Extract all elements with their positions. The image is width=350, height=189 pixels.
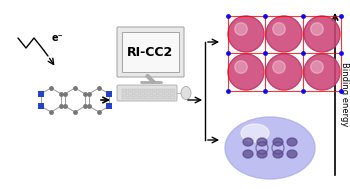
Bar xyxy=(140,96,145,99)
Circle shape xyxy=(304,54,340,90)
Text: RI-CC2: RI-CC2 xyxy=(127,46,174,59)
Bar xyxy=(140,92,145,95)
Circle shape xyxy=(266,16,302,52)
Bar xyxy=(170,88,175,91)
Bar xyxy=(164,88,168,91)
Bar xyxy=(146,96,150,99)
Circle shape xyxy=(228,16,264,52)
Bar xyxy=(128,92,133,95)
Bar xyxy=(122,88,126,91)
Circle shape xyxy=(311,61,323,73)
FancyBboxPatch shape xyxy=(117,85,177,101)
Bar xyxy=(164,92,168,95)
Ellipse shape xyxy=(257,138,267,146)
Bar xyxy=(170,96,175,99)
Bar xyxy=(122,96,126,99)
Bar xyxy=(164,96,168,99)
Ellipse shape xyxy=(241,124,269,142)
Bar xyxy=(146,88,150,91)
Bar xyxy=(158,88,162,91)
Bar xyxy=(128,96,133,99)
Bar xyxy=(152,92,156,95)
Circle shape xyxy=(235,23,247,35)
Circle shape xyxy=(304,16,340,52)
Ellipse shape xyxy=(243,138,253,146)
Bar xyxy=(146,92,150,95)
Bar xyxy=(158,96,162,99)
Bar xyxy=(152,96,156,99)
Bar xyxy=(140,88,145,91)
Circle shape xyxy=(235,61,247,73)
Ellipse shape xyxy=(273,138,283,146)
Ellipse shape xyxy=(287,150,297,158)
Bar xyxy=(152,88,156,91)
Circle shape xyxy=(266,54,302,90)
Ellipse shape xyxy=(181,87,191,99)
Bar xyxy=(170,92,175,95)
Ellipse shape xyxy=(225,117,315,179)
Circle shape xyxy=(273,23,285,35)
Bar xyxy=(128,88,133,91)
Bar xyxy=(134,88,139,91)
Ellipse shape xyxy=(287,138,297,146)
Ellipse shape xyxy=(257,150,267,158)
Bar xyxy=(158,92,162,95)
Bar xyxy=(134,96,139,99)
Text: e⁻: e⁻ xyxy=(52,33,64,43)
Bar xyxy=(134,92,139,95)
Text: Binding energy: Binding energy xyxy=(341,62,350,126)
Circle shape xyxy=(311,23,323,35)
Bar xyxy=(122,32,179,72)
Circle shape xyxy=(273,61,285,73)
Bar xyxy=(122,92,126,95)
Circle shape xyxy=(228,54,264,90)
Ellipse shape xyxy=(273,150,283,158)
FancyBboxPatch shape xyxy=(117,27,184,77)
Ellipse shape xyxy=(243,150,253,158)
